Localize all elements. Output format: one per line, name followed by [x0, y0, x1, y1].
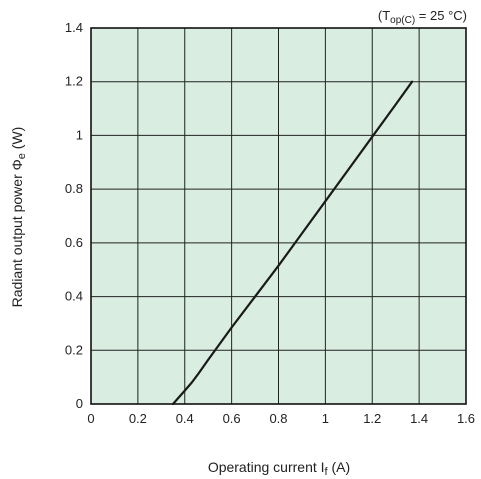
- y-tick-labels: 0 0.2 0.4 0.6 0.8 1 1.2 1.4: [65, 20, 83, 411]
- x-tick-label: 1.2: [363, 411, 381, 426]
- y-tick-label: 0.4: [65, 289, 83, 304]
- y-tick-label: 0.6: [65, 235, 83, 250]
- x-tick-label: 1.6: [457, 411, 475, 426]
- y-tick-label: 0.8: [65, 181, 83, 196]
- x-tick-label: 0.6: [223, 411, 241, 426]
- x-tick-labels: 0 0.2 0.4 0.6 0.8 1 1.2 1.4 1.6: [87, 411, 475, 426]
- y-tick-label: 0.2: [65, 342, 83, 357]
- x-tick-label: 0: [87, 411, 94, 426]
- x-tick-label: 0.4: [176, 411, 194, 426]
- series-line: [171, 80, 414, 406]
- condition-label: (Top(C) = 25 °C): [378, 8, 467, 26]
- x-tick-label: 1: [322, 411, 329, 426]
- x-tick-label: 0.8: [269, 411, 287, 426]
- y-tick-label: 1: [76, 127, 83, 142]
- x-tick-label: 0.2: [129, 411, 147, 426]
- y-tick-label: 1.4: [65, 20, 83, 35]
- plot-frame: [90, 27, 467, 405]
- y-axis-title: Radiant output power Φe (W): [9, 127, 28, 308]
- y-tick-label: 1.2: [65, 74, 83, 89]
- x-axis-title: Operating current If (A): [208, 459, 350, 478]
- y-tick-label: 0: [76, 396, 83, 411]
- x-tick-label: 1.4: [410, 411, 428, 426]
